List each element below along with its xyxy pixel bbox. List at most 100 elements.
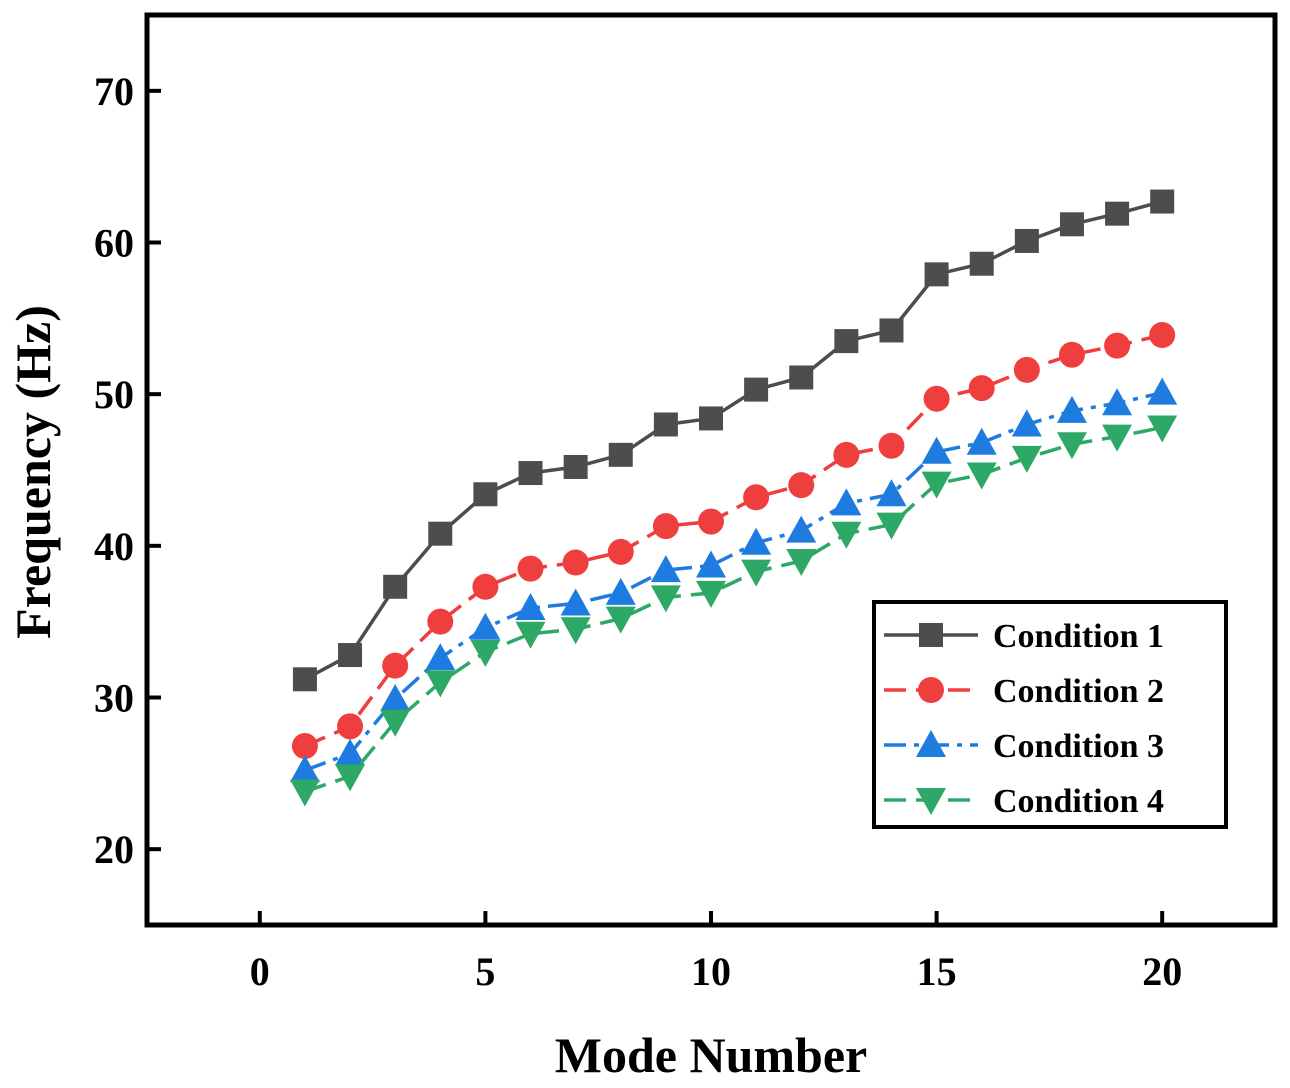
- x-tick-label: 5: [475, 949, 495, 994]
- plot-area: [289, 189, 1178, 807]
- series-1-point: [518, 461, 543, 486]
- series-1-point: [563, 454, 588, 479]
- legend-label: Condition 2: [993, 673, 1164, 710]
- series-1-point: [1014, 228, 1039, 253]
- series-2-point: [652, 513, 679, 540]
- series-2-point: [1058, 341, 1085, 368]
- series-3-point: [605, 577, 636, 605]
- series-4-point: [335, 764, 366, 792]
- series-4-point: [966, 462, 997, 490]
- series-1-point: [428, 521, 453, 546]
- series-3-point: [515, 593, 546, 621]
- series-1-point: [789, 365, 814, 390]
- series-2-point: [878, 432, 905, 459]
- series-4-point: [425, 670, 456, 698]
- x-tick-label: 15: [917, 949, 957, 994]
- series-4-point: [380, 709, 411, 737]
- series-2-point: [562, 549, 589, 576]
- series-2-point: [698, 508, 724, 535]
- series-3-point: [741, 527, 772, 555]
- series-4: [289, 415, 1178, 807]
- series-3-point: [921, 436, 952, 464]
- series-2-point: [923, 385, 950, 412]
- y-tick-label: 20: [94, 827, 134, 872]
- series-3: [289, 377, 1178, 783]
- series-2-point: [607, 538, 634, 565]
- y-tick-label: 60: [94, 221, 134, 266]
- series-3-point: [470, 612, 501, 640]
- legend-item: Condition 3: [884, 728, 1164, 765]
- series-1: [292, 189, 1175, 692]
- series-4-point: [650, 585, 681, 613]
- series-1-point: [1105, 201, 1130, 226]
- series-4-point: [560, 617, 591, 645]
- legend-item: Condition 4: [884, 783, 1164, 820]
- legend-marker: [916, 730, 946, 757]
- series-1-point: [879, 318, 904, 343]
- series-2-point: [1104, 332, 1131, 359]
- x-tick-label: 10: [691, 949, 731, 994]
- y-axis-title: Frequency (Hz): [5, 305, 61, 639]
- legend-item: Condition 2: [884, 673, 1164, 710]
- legend-label: Condition 3: [993, 728, 1164, 765]
- series-4-point: [289, 779, 320, 807]
- series-3-point: [289, 755, 320, 783]
- series-2-point: [968, 375, 995, 402]
- series-3-point: [335, 738, 366, 766]
- legend-marker: [916, 788, 946, 815]
- series-2-point: [788, 472, 815, 499]
- series-4-point: [1056, 432, 1087, 460]
- legend-marker: [919, 623, 943, 647]
- series-4-point: [1147, 415, 1178, 443]
- series-1-point: [699, 406, 723, 431]
- series-2-point: [1013, 356, 1040, 383]
- series-1-point: [1150, 189, 1175, 214]
- series-4-point: [1102, 424, 1133, 452]
- series-4-point: [741, 559, 772, 587]
- series-2-point: [382, 652, 409, 679]
- x-axis-title: Mode Number: [555, 1027, 867, 1083]
- series-3-point: [380, 684, 411, 712]
- series-4-point: [696, 580, 726, 608]
- series-3-point: [560, 588, 591, 616]
- series-1-point: [608, 442, 633, 467]
- series-3-point: [1011, 409, 1042, 437]
- y-tick-label: 40: [94, 524, 134, 569]
- series-2-point: [337, 713, 364, 740]
- series-3-point: [831, 488, 862, 516]
- series-3-point: [1102, 388, 1133, 416]
- series-4-point: [876, 512, 907, 540]
- series-3-point: [786, 515, 817, 543]
- series-1-point: [292, 667, 317, 692]
- series-2-point: [472, 573, 499, 600]
- series-4-point: [470, 640, 501, 667]
- series-4-point: [515, 621, 546, 649]
- y-tick-label: 30: [94, 676, 134, 721]
- x-tick-label: 20: [1142, 949, 1182, 994]
- y-tick-label: 50: [94, 372, 134, 417]
- y-tick-label: 70: [94, 69, 134, 114]
- series-4-point: [605, 606, 636, 634]
- series-1-point: [653, 412, 678, 437]
- legend-marker: [918, 677, 944, 703]
- legend-item: Condition 1: [884, 618, 1164, 655]
- series-2-point: [833, 441, 860, 468]
- series-3-point: [876, 479, 907, 507]
- series-1-point: [1059, 212, 1084, 237]
- series-3-line: [304, 390, 1163, 772]
- series-2: [291, 322, 1176, 760]
- series-1-point: [969, 251, 994, 276]
- legend-label: Condition 1: [993, 618, 1164, 655]
- series-1-point: [744, 377, 769, 402]
- series-3-point: [696, 550, 726, 578]
- series-4-point: [786, 549, 817, 576]
- legend-label: Condition 4: [993, 783, 1164, 820]
- series-2-point: [291, 733, 318, 760]
- legend: Condition 1 Condition 2 Condition 3 Conditi…: [872, 600, 1228, 829]
- series-1-point: [383, 574, 408, 599]
- series-4-point: [1011, 445, 1042, 473]
- series-4-point: [831, 521, 862, 549]
- series-1-point: [924, 262, 949, 287]
- series-3-point: [650, 555, 681, 583]
